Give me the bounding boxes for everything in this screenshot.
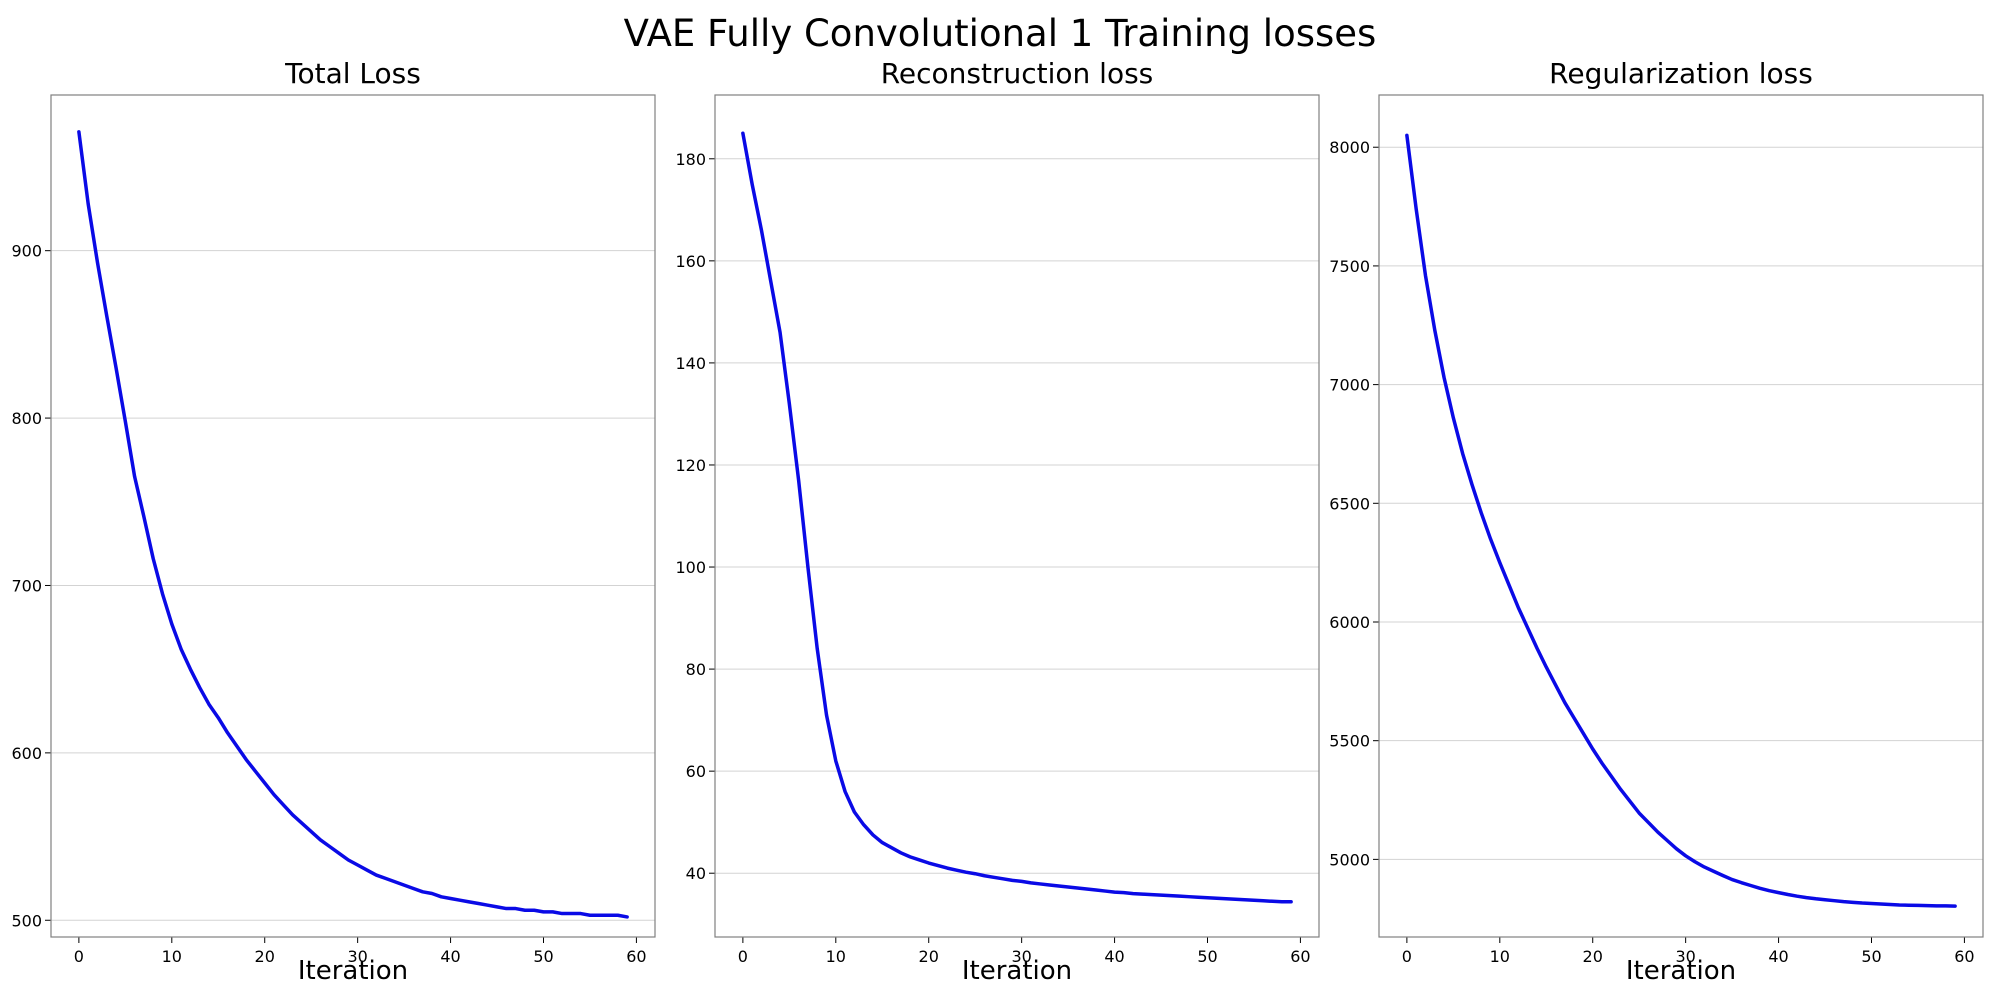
x-tick-label: 10 — [162, 947, 182, 966]
y-tick-label: 600 — [11, 744, 42, 763]
x-tick-label: 60 — [1954, 947, 1974, 966]
plot-frame — [714, 94, 1320, 938]
y-tick-label: 5500 — [1329, 732, 1370, 751]
x-axis-label: Iteration — [298, 956, 408, 986]
y-tick-label: 40 — [686, 864, 706, 883]
x-tick-label: 0 — [1402, 947, 1412, 966]
y-tick-label: 7000 — [1329, 376, 1370, 395]
chart-panel-3: 5000 5500 6000 6500 7000 7500 8000 0 10 20 30 40 50 6… — [1329, 57, 1984, 986]
chart-title: Regularization loss — [1549, 57, 1813, 90]
x-axis-label: Iteration — [962, 956, 1072, 986]
y-tick-label: 160 — [675, 252, 706, 271]
chart-panel-1: 500 600 700 800 900 0 10 20 30 40 50 60 Total Loss It… — [11, 57, 656, 986]
figure-title: VAE Fully Convolutional 1 Training losse… — [623, 12, 1377, 55]
x-tick-label: 50 — [533, 947, 553, 966]
x-tick-label: 30 — [1675, 947, 1695, 966]
y-tick-label: 8000 — [1329, 138, 1370, 157]
y-tick-label: 80 — [686, 660, 706, 679]
y-tick-label: 800 — [11, 409, 42, 428]
x-tick-label: 60 — [626, 947, 646, 966]
x-tick-label: 10 — [1490, 947, 1510, 966]
x-tick-label: 40 — [440, 947, 460, 966]
chart-title: Total Loss — [284, 57, 421, 90]
x-tick-label: 20 — [1583, 947, 1603, 966]
y-tick-label: 6500 — [1329, 494, 1370, 513]
x-tick-label: 0 — [738, 947, 748, 966]
x-tick-label: 50 — [1197, 947, 1217, 966]
x-tick-label: 20 — [255, 947, 275, 966]
y-tick-label: 500 — [11, 911, 42, 930]
x-tick-label: 50 — [1861, 947, 1881, 966]
y-tick-label: 5000 — [1329, 850, 1370, 869]
y-tick-label: 7500 — [1329, 257, 1370, 276]
x-tick-label: 40 — [1768, 947, 1788, 966]
x-tick-label: 20 — [919, 947, 939, 966]
series-line — [741, 131, 1293, 904]
x-tick-label: 10 — [826, 947, 846, 966]
chart-title: Reconstruction loss — [881, 57, 1154, 90]
x-tick-label: 0 — [74, 947, 84, 966]
x-tick-label: 30 — [347, 947, 367, 966]
y-tick-label: 140 — [675, 354, 706, 373]
x-tick-label: 40 — [1104, 947, 1124, 966]
y-tick-label: 6000 — [1329, 613, 1370, 632]
chart-panel-2: 40 60 80 100 120 140 160 180 0 10 20 30 40 50 60 Recons… — [675, 57, 1320, 986]
y-tick-label: 60 — [686, 762, 706, 781]
plot-frame — [1378, 94, 1984, 938]
y-tick-label: 900 — [11, 242, 42, 261]
y-tick-label: 700 — [11, 576, 42, 595]
y-tick-label: 120 — [675, 456, 706, 475]
series-line — [77, 130, 629, 919]
plot-frame — [50, 94, 656, 938]
x-tick-label: 60 — [1290, 947, 1310, 966]
y-tick-label: 180 — [675, 150, 706, 169]
series-line — [1405, 133, 1957, 908]
x-axis-label: Iteration — [1626, 956, 1736, 986]
x-tick-label: 30 — [1011, 947, 1031, 966]
y-tick-label: 100 — [675, 558, 706, 577]
